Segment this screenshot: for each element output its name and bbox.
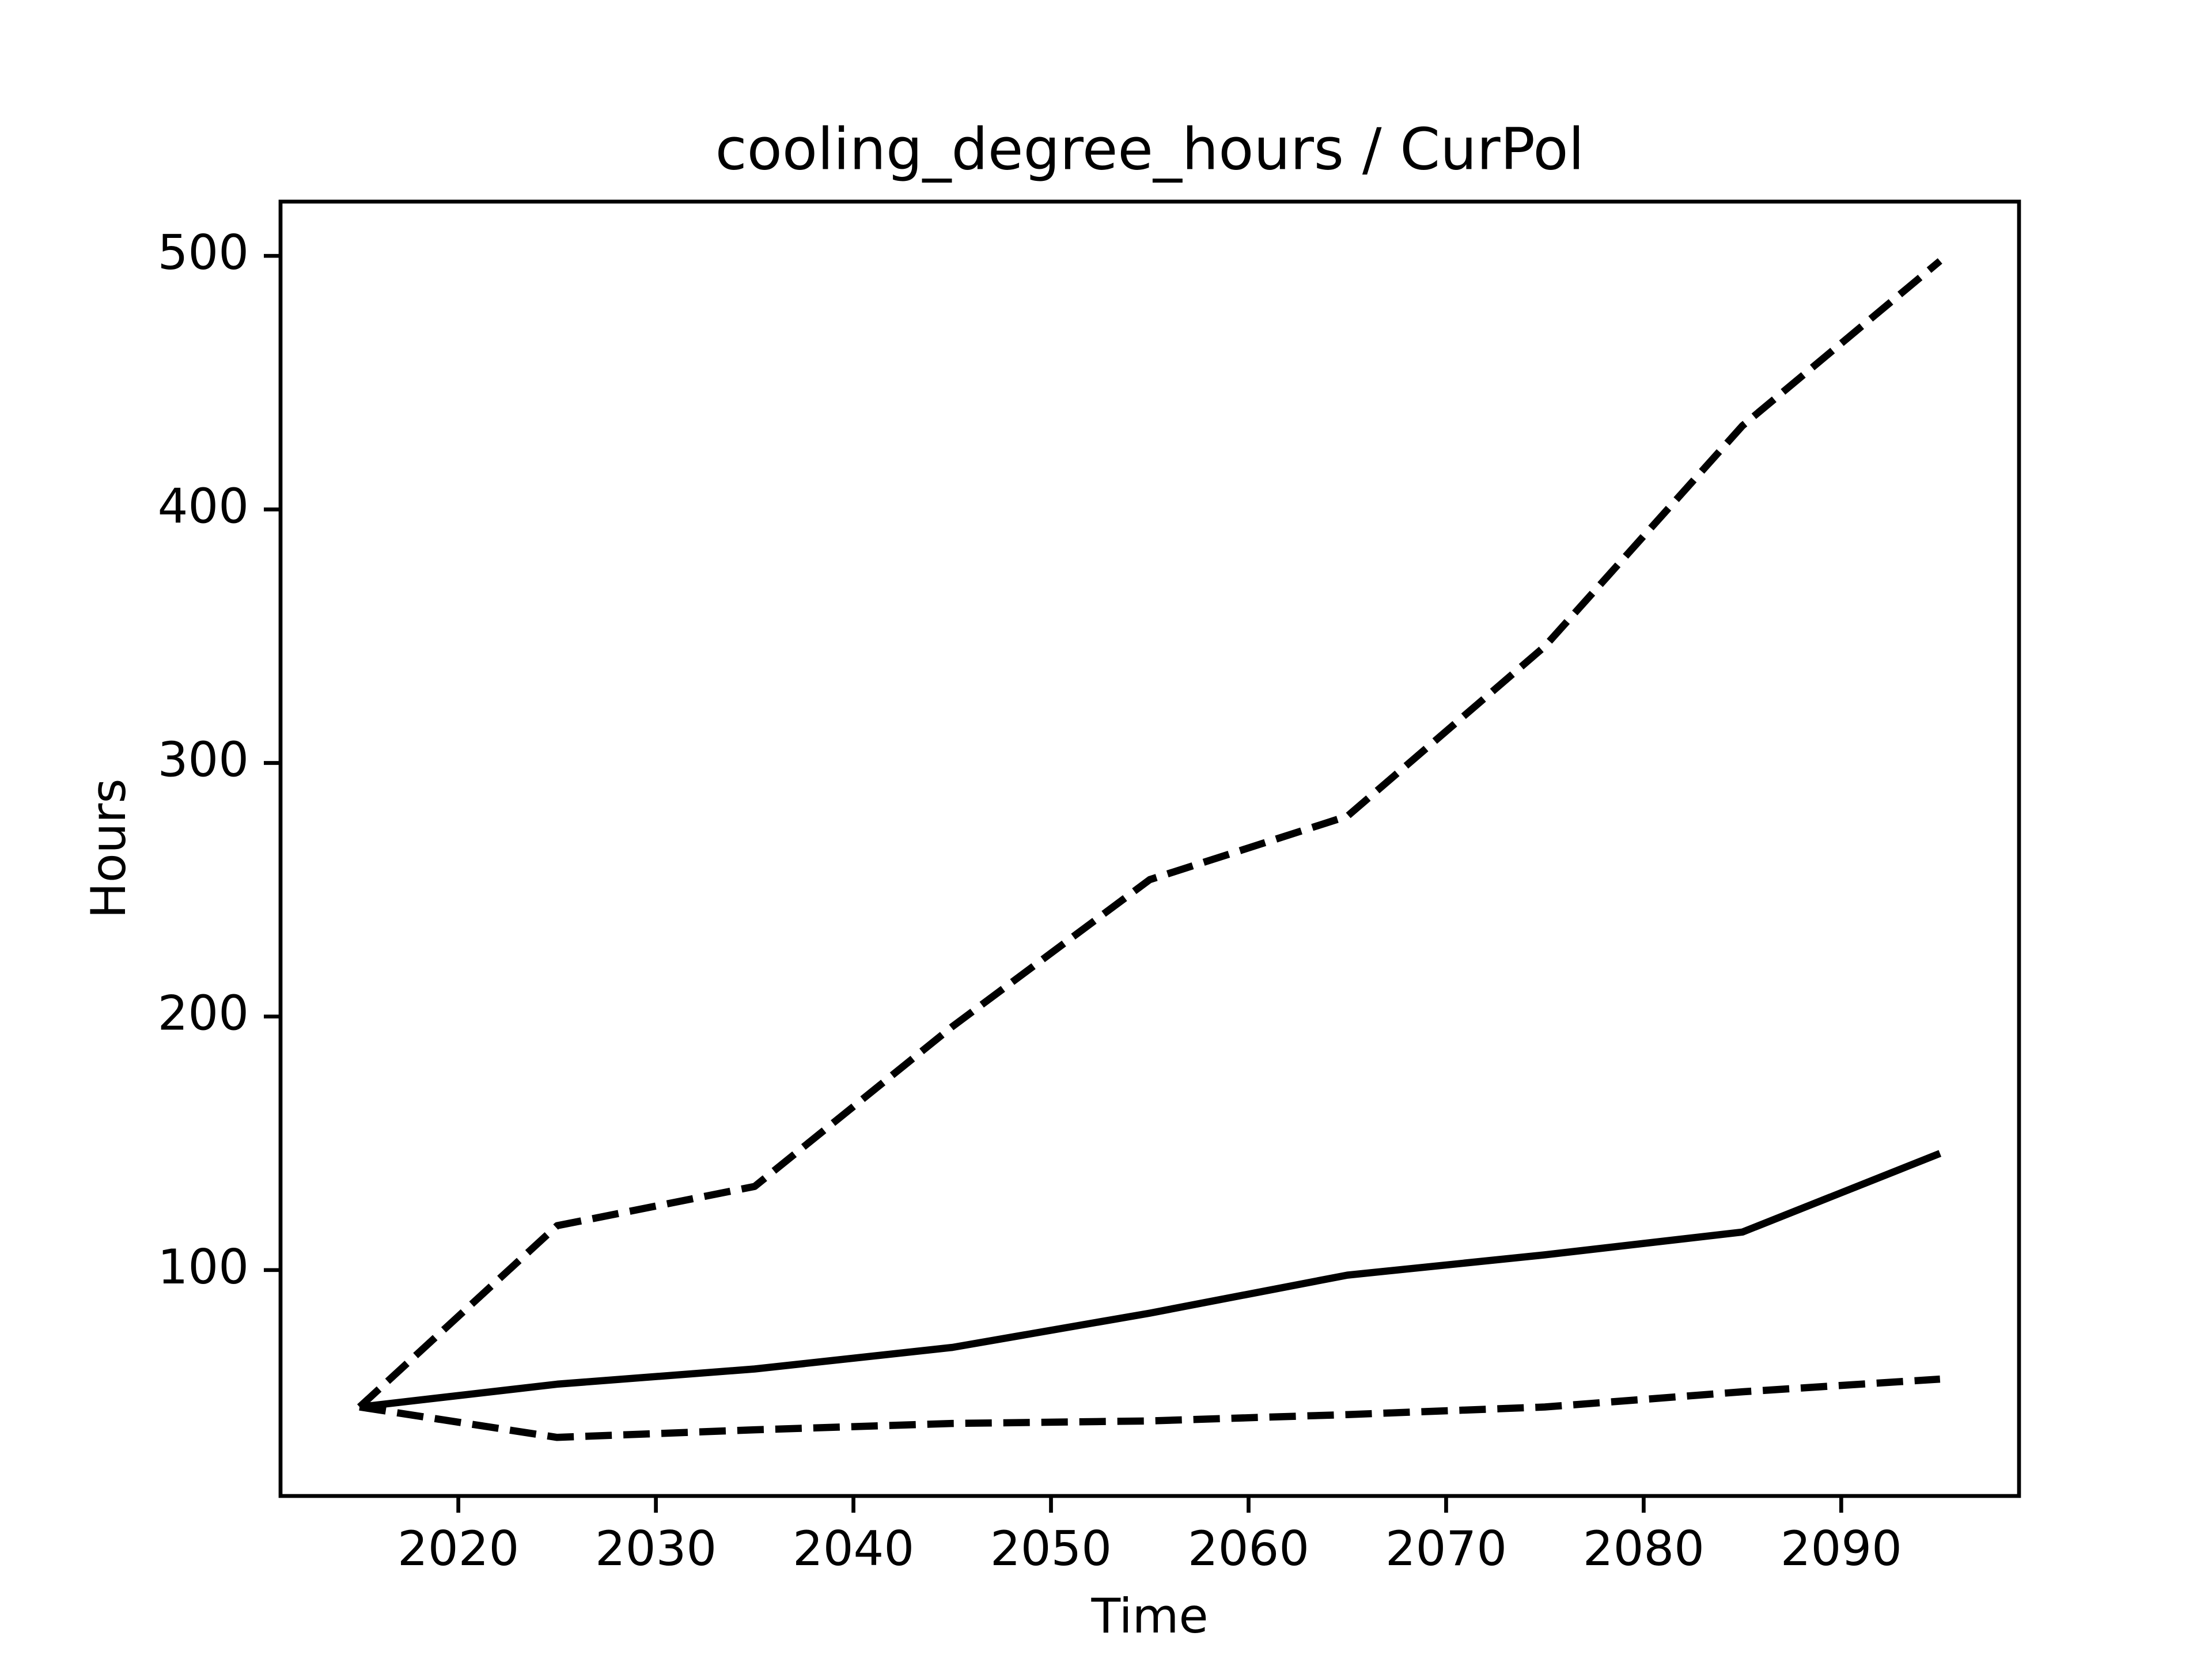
plot-frame bbox=[278, 199, 2021, 1498]
x-tick-label: 2070 bbox=[1385, 1521, 1507, 1577]
x-tick-label: 2060 bbox=[1188, 1521, 1309, 1577]
series-line bbox=[359, 1150, 1942, 1411]
x-axis-label: Time bbox=[1090, 1588, 1208, 1644]
y-axis-label: Hours bbox=[81, 778, 137, 918]
x-tick-label: 2020 bbox=[397, 1521, 519, 1577]
y-tick-label: 400 bbox=[158, 478, 249, 534]
x-tick-label: 2040 bbox=[793, 1521, 914, 1577]
y-tick-label: 500 bbox=[158, 225, 249, 281]
x-tick-label: 2030 bbox=[595, 1521, 717, 1577]
y-tick-label: 100 bbox=[158, 1239, 249, 1295]
y-tick-label: 300 bbox=[158, 732, 249, 787]
x-tick-label: 2090 bbox=[1781, 1521, 1902, 1577]
series-line bbox=[357, 258, 1942, 1410]
y-tick-label: 200 bbox=[158, 986, 249, 1041]
chart-title: cooling_degree_hours / CurPol bbox=[715, 115, 1585, 183]
x-tick-label: 2080 bbox=[1583, 1521, 1705, 1577]
x-tick-label: 2050 bbox=[990, 1521, 1112, 1577]
